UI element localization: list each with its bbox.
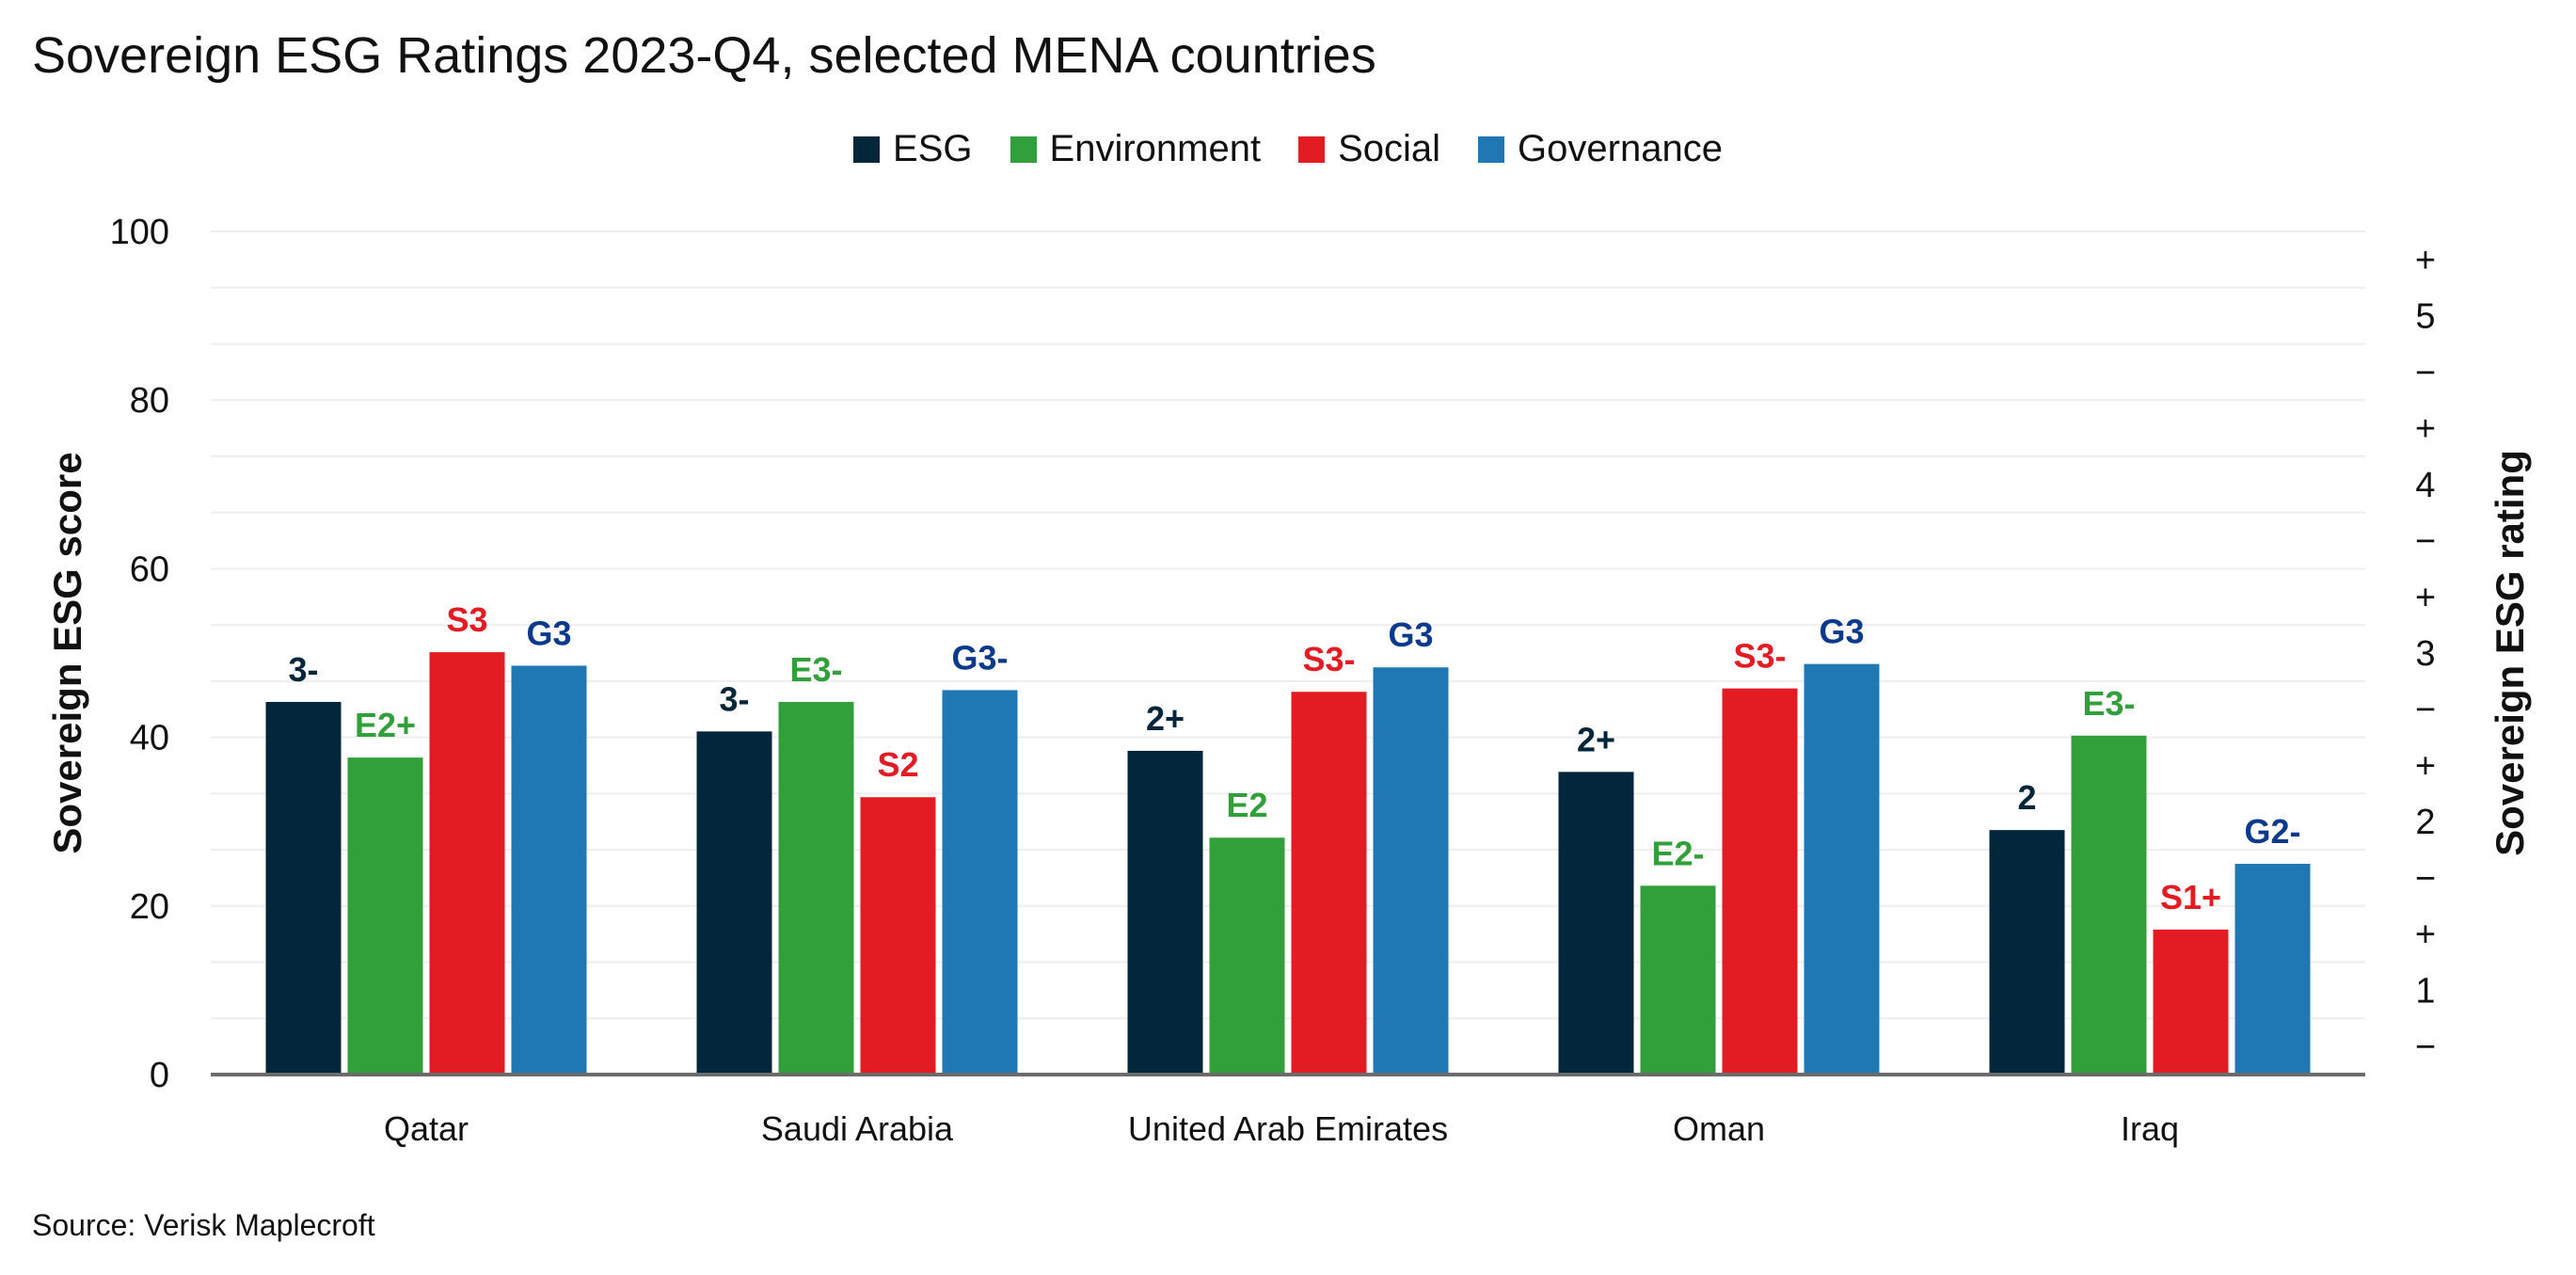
bar-environment — [347, 757, 423, 1075]
y2-tick-label: 2 — [2415, 803, 2435, 842]
y2-tick-label: + — [2415, 916, 2436, 955]
y2-tick-label: + — [2415, 409, 2436, 449]
bar-social — [429, 652, 505, 1075]
bar-governance — [942, 690, 1018, 1075]
bar-esg — [696, 731, 772, 1075]
data-label: S3- — [1302, 640, 1355, 678]
y2-axis-title: Sovereign ESG rating — [2488, 450, 2532, 856]
data-label: 2+ — [1577, 720, 1615, 758]
data-label: 3- — [288, 650, 318, 689]
bar-esg — [1989, 830, 2065, 1075]
x-tick-label: United Arab Emirates — [1128, 1109, 1448, 1148]
chart-title: Sovereign ESG Ratings 2023-Q4, selected … — [32, 27, 1376, 84]
data-label: G3 — [526, 614, 571, 652]
y2-tick-label: + — [2415, 746, 2436, 786]
legend-label: Social — [1338, 128, 1441, 169]
legend-item-environment: Environment — [1010, 128, 1262, 170]
y2-tick-label: − — [2415, 859, 2436, 899]
legend-swatch — [853, 135, 881, 163]
data-label: S2 — [877, 745, 918, 784]
bar-esg — [1127, 750, 1203, 1075]
y-tick-label: 20 — [130, 887, 169, 927]
legend-item-governance: Governance — [1478, 128, 1723, 170]
bar-social — [1722, 688, 1798, 1075]
bar-social — [1291, 692, 1367, 1075]
bar-governance — [1804, 663, 1880, 1075]
x-tick-label: Iraq — [2121, 1109, 2179, 1148]
y2-tick-label: 5 — [2415, 297, 2435, 337]
y2-tick-label: 1 — [2415, 971, 2435, 1011]
bar-esg — [1558, 772, 1634, 1075]
legend-swatch — [1010, 135, 1037, 163]
y-tick-label: 60 — [130, 550, 169, 589]
y-tick-label: 100 — [110, 213, 169, 252]
data-label: 2+ — [1146, 699, 1185, 738]
data-label: G2- — [2244, 812, 2300, 851]
data-label: 3- — [719, 679, 749, 718]
y-axis-title: Sovereign ESG score — [45, 452, 89, 853]
data-label: G3- — [951, 638, 1008, 677]
data-label: S1+ — [2160, 878, 2221, 916]
bar-environment — [1640, 885, 1716, 1075]
x-tick-label: Saudi Arabia — [761, 1109, 954, 1148]
y2-tick-label: 3 — [2415, 634, 2435, 674]
y-tick-label: 40 — [130, 719, 169, 758]
data-label: E3- — [789, 650, 842, 689]
y2-tick-label: + — [2415, 241, 2436, 280]
data-label: E3- — [2082, 684, 2135, 723]
y2-tick-label: + — [2415, 578, 2436, 617]
data-label: G3 — [1819, 613, 1864, 651]
y-tick-label: 80 — [130, 381, 169, 421]
bar-governance — [2234, 864, 2311, 1075]
bar-social — [2153, 929, 2229, 1075]
legend: ESG Environment Social Governance — [0, 128, 2576, 170]
x-tick-label: Qatar — [384, 1109, 469, 1148]
bar-environment — [1209, 837, 1285, 1075]
data-label: G3 — [1388, 615, 1433, 654]
bar-esg — [265, 701, 342, 1075]
data-label: S3 — [446, 600, 487, 639]
legend-item-social: Social — [1298, 128, 1440, 170]
bar-governance — [511, 665, 587, 1075]
source-note: Source: Verisk Maplecroft — [32, 1208, 375, 1242]
legend-swatch — [1298, 135, 1326, 163]
data-label: S3- — [1733, 637, 1786, 676]
legend-swatch — [1478, 135, 1505, 163]
data-label: E2+ — [355, 706, 416, 744]
y2-tick-label: − — [2415, 1028, 2436, 1067]
x-tick-label: Oman — [1673, 1109, 1765, 1148]
data-label: E2- — [1651, 834, 1704, 872]
y2-tick-label: − — [2415, 353, 2436, 392]
legend-label: ESG — [893, 128, 973, 169]
data-label: 2 — [2017, 778, 2036, 817]
bar-environment — [778, 701, 854, 1075]
bar-governance — [1373, 667, 1449, 1075]
legend-item-esg: ESG — [853, 128, 973, 170]
bar-environment — [2071, 735, 2147, 1075]
legend-label: Governance — [1518, 128, 1723, 169]
legend-label: Environment — [1049, 128, 1262, 169]
y2-tick-label: − — [2415, 691, 2436, 730]
y2-tick-label: − — [2415, 522, 2436, 562]
y2-tick-label: 4 — [2415, 466, 2435, 505]
y-tick-label: 0 — [150, 1056, 169, 1095]
bar-social — [860, 797, 936, 1075]
data-label: E2 — [1226, 786, 1267, 824]
